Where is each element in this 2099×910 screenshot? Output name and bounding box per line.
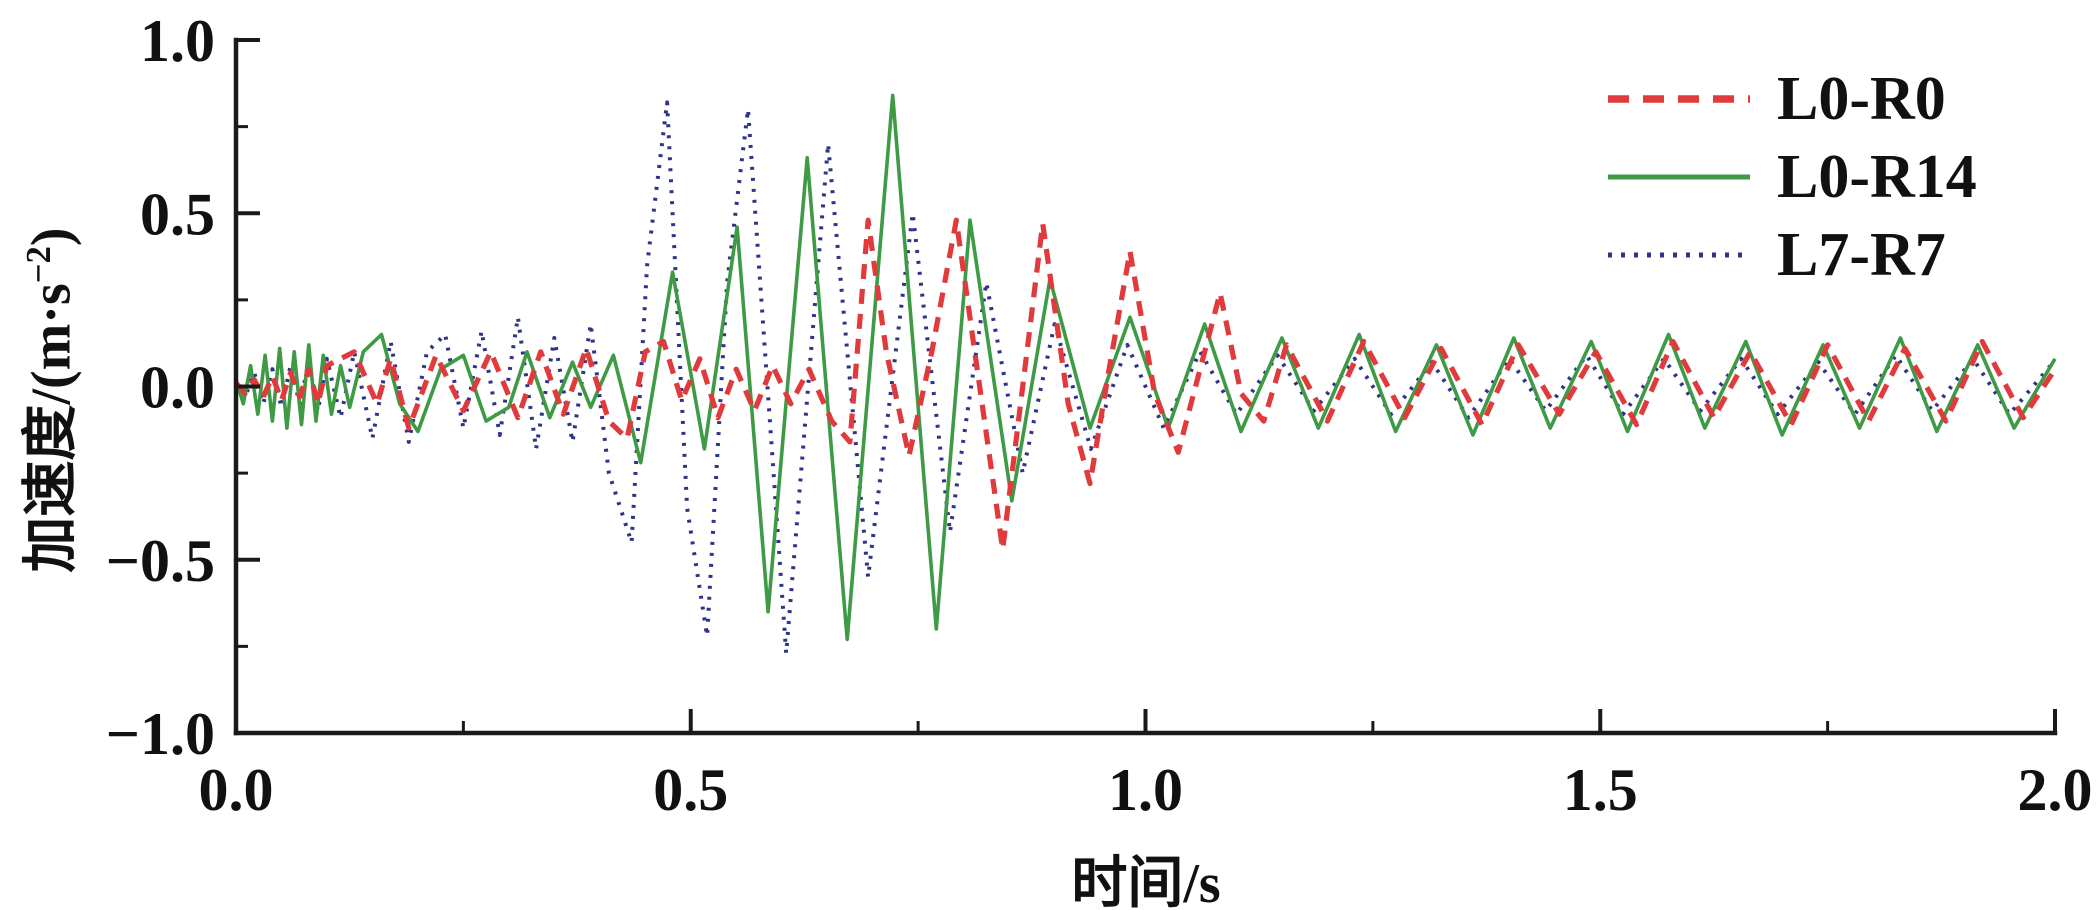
legend-label-L7-R7: L7-R7 (1777, 221, 1946, 289)
x-axis-title: 时间/s (1071, 853, 1221, 910)
y-tick-label-−1.0: −1.0 (106, 701, 215, 767)
x-tick-label-2.0: 2.0 (2018, 757, 2093, 823)
y-tick-label-0.5: 0.5 (140, 181, 215, 247)
legend-entry-L0-R14: L0-R14 (1606, 138, 1977, 216)
legend-solid-line-icon (1608, 174, 1750, 180)
x-tick-label-1.5: 1.5 (1563, 757, 1638, 823)
y-tick-label-−0.5: −0.5 (106, 528, 215, 594)
y-axis-title: 加速度/(m·s−2) (6, 227, 87, 572)
legend: L0-R0 L0-R14 L7-R7 (1606, 60, 1977, 294)
y-tick-label-1.0: 1.0 (140, 8, 215, 74)
y-tick-label-0.0: 0.0 (140, 355, 215, 421)
x-tick-label-0.5: 0.5 (653, 757, 728, 823)
legend-label-L0-R0: L0-R0 (1777, 65, 1946, 133)
x-tick-label-0.0: 0.0 (199, 757, 274, 823)
y-axis-title-text: 加速度/(m·s (20, 283, 83, 573)
legend-dotted-line-icon (1608, 252, 1750, 258)
legend-entry-L0-R0: L0-R0 (1606, 60, 1977, 138)
legend-dashed-line-icon (1608, 95, 1750, 103)
series-line-L0-R14 (234, 93, 2057, 642)
x-tick-label-1.0: 1.0 (1108, 757, 1183, 823)
legend-label-L0-R14: L0-R14 (1777, 143, 1977, 211)
legend-entry-L7-R7: L7-R7 (1606, 216, 1977, 294)
y-axis-title-suffix: ) (20, 227, 83, 247)
y-axis-title-superscript: −2 (18, 246, 58, 284)
